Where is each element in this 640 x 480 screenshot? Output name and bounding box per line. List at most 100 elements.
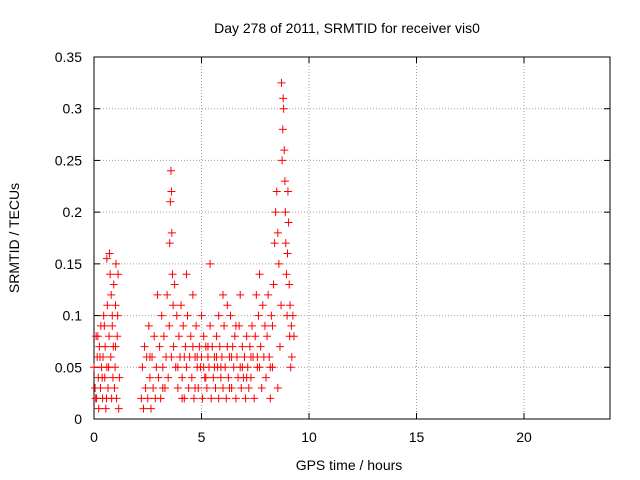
data-point	[236, 290, 245, 299]
data-point	[220, 321, 229, 330]
data-point	[241, 394, 250, 403]
data-point	[274, 259, 283, 268]
data-point	[106, 352, 115, 361]
data-point	[167, 228, 176, 237]
data-point	[212, 352, 221, 361]
data-point	[94, 404, 103, 413]
data-point	[201, 373, 210, 382]
data-point	[224, 373, 233, 382]
data-point	[156, 394, 165, 403]
data-point	[238, 363, 247, 372]
data-point	[264, 290, 273, 299]
data-point	[280, 177, 289, 186]
data-point	[172, 311, 181, 320]
data-point	[149, 383, 158, 392]
data-point	[90, 363, 98, 372]
data-point	[115, 373, 124, 382]
y-tick-label: 0.25	[55, 152, 82, 168]
data-point	[198, 394, 207, 403]
data-point	[197, 311, 206, 320]
data-point	[278, 125, 287, 134]
data-point	[270, 239, 279, 248]
data-point	[203, 342, 212, 351]
data-point	[282, 270, 291, 279]
data-point	[143, 394, 152, 403]
x-tick-label: 5	[198, 429, 206, 445]
data-point	[93, 332, 102, 341]
data-point	[212, 332, 221, 341]
data-point	[262, 373, 270, 382]
data-point	[173, 363, 182, 372]
data-point	[287, 321, 296, 330]
data-point	[157, 311, 166, 320]
data-point	[242, 373, 251, 382]
data-point	[273, 228, 282, 237]
data-point	[255, 270, 264, 279]
data-point	[214, 394, 223, 403]
data-point	[108, 321, 117, 330]
data-point	[140, 342, 149, 351]
data-point	[286, 301, 295, 310]
data-point	[170, 280, 179, 289]
y-tick-label: 0.1	[63, 308, 83, 324]
x-tick-label: 10	[301, 429, 317, 445]
data-point	[104, 363, 113, 372]
y-tick-label: 0.05	[55, 359, 82, 375]
data-point	[101, 342, 110, 351]
data-point	[225, 383, 234, 392]
data-point	[110, 383, 119, 392]
data-point	[183, 311, 192, 320]
data-point	[159, 332, 168, 341]
data-point	[227, 352, 236, 361]
data-point	[141, 383, 150, 392]
data-point	[187, 373, 196, 382]
x-tick-label: 15	[409, 429, 425, 445]
data-point	[180, 352, 189, 361]
data-point	[192, 321, 201, 330]
data-point	[112, 394, 121, 403]
data-point	[165, 321, 174, 330]
data-point	[144, 321, 153, 330]
data-point	[169, 342, 178, 351]
data-point	[154, 373, 163, 382]
data-point	[281, 208, 290, 217]
data-point	[250, 394, 259, 403]
data-point	[260, 321, 269, 330]
data-point	[138, 363, 147, 372]
data-point	[279, 104, 288, 113]
data-point	[284, 218, 293, 227]
data-point	[228, 342, 237, 351]
data-point	[167, 352, 176, 361]
data-point	[96, 352, 105, 361]
data-point	[226, 311, 235, 320]
data-point	[105, 332, 114, 341]
x-tick-label: 20	[516, 429, 532, 445]
y-axis-label: SRMTID / TECUs	[6, 183, 22, 293]
data-point	[289, 332, 298, 341]
data-point	[207, 394, 216, 403]
data-point	[167, 187, 176, 196]
data-point	[179, 321, 188, 330]
data-point	[277, 78, 286, 87]
data-point	[280, 146, 289, 155]
data-point	[279, 94, 288, 103]
data-point	[278, 156, 287, 165]
data-point	[155, 342, 164, 351]
data-point	[237, 383, 246, 392]
data-point	[231, 394, 240, 403]
data-point	[230, 332, 239, 341]
data-point	[273, 383, 282, 392]
data-point	[199, 363, 208, 372]
data-point	[256, 342, 265, 351]
data-point	[242, 332, 251, 341]
data-point	[211, 383, 220, 392]
chart-title: Day 278 of 2011, SRMTID for receiver vis…	[214, 20, 480, 36]
data-point	[164, 373, 173, 382]
data-point	[277, 301, 286, 310]
data-point	[105, 249, 114, 258]
data-point	[245, 342, 254, 351]
data-point	[166, 166, 175, 175]
data-point	[191, 383, 200, 392]
data-point	[182, 270, 191, 279]
data-point	[269, 280, 278, 289]
